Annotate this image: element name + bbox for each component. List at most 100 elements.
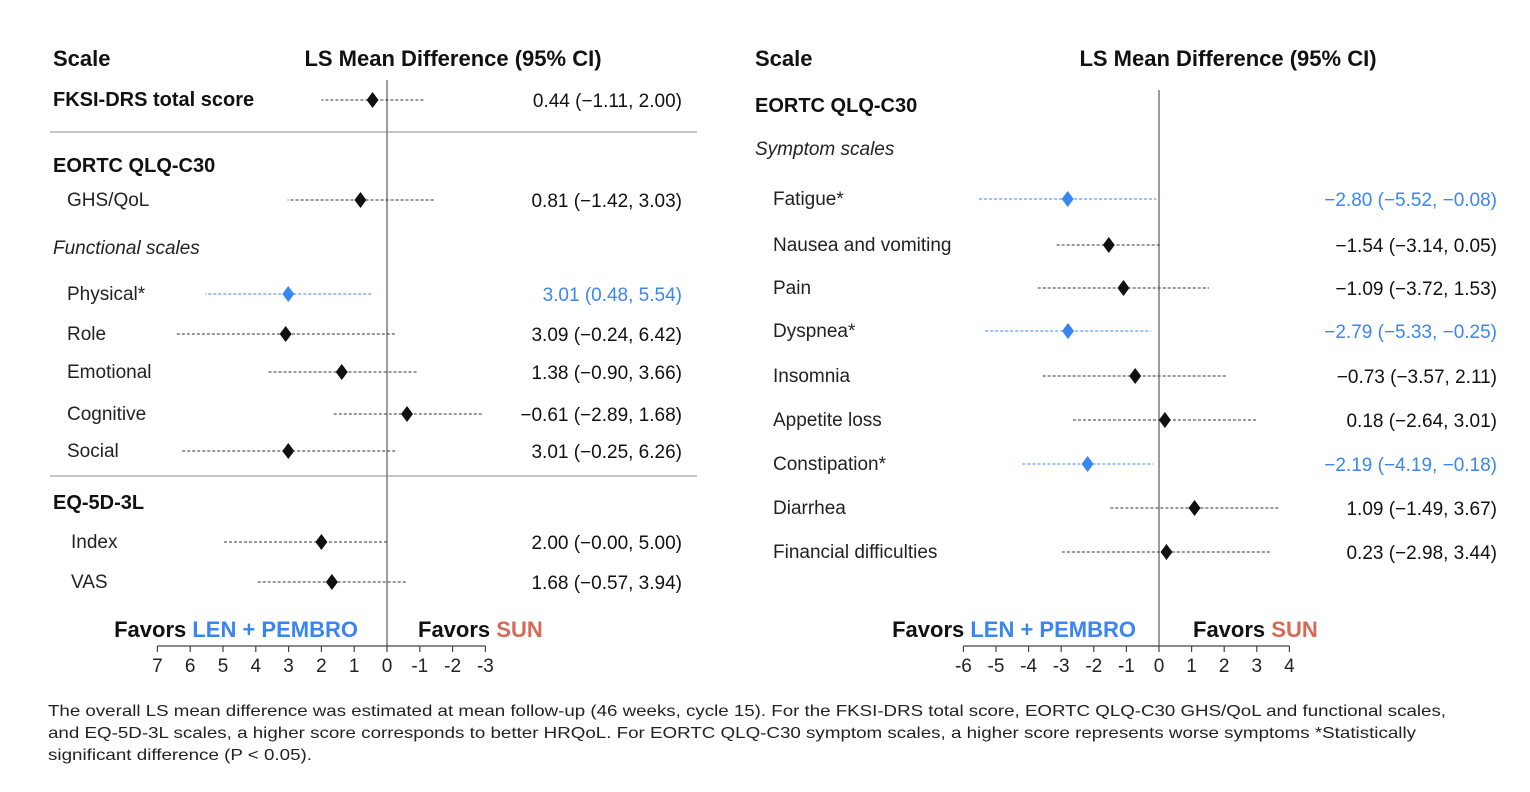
x-axis-tick-label: -5 bbox=[988, 656, 1005, 677]
row-label: Role bbox=[67, 324, 106, 345]
row-label: GHS/QoL bbox=[67, 190, 149, 211]
estimate-value-label: 0.18 (−2.64, 3.01) bbox=[1346, 411, 1497, 432]
row-label: Social bbox=[67, 441, 119, 462]
footnote-line: and EQ-5D-3L scales, a higher score corr… bbox=[48, 725, 1416, 742]
x-axis-tick-label: 0 bbox=[1154, 656, 1165, 677]
estimate-value-label: 3.01 (−0.25, 6.26) bbox=[531, 442, 682, 463]
x-axis-tick-label: 3 bbox=[1252, 656, 1263, 677]
row-label: Insomnia bbox=[773, 366, 851, 387]
favors-group-sun: SUN bbox=[496, 617, 542, 642]
estimate-value-label: −1.09 (−3.72, 1.53) bbox=[1335, 279, 1497, 300]
scale-column-header: Scale bbox=[53, 46, 111, 71]
estimate-value-label: 1.38 (−0.90, 3.66) bbox=[531, 363, 682, 384]
x-axis-tick-label: 5 bbox=[218, 656, 229, 677]
point-estimate-diamond bbox=[1117, 280, 1130, 296]
point-estimate-diamond bbox=[282, 286, 295, 302]
forest-panel-1: Scale LS Mean Difference (95% CI) FKSI-DRS… bbox=[50, 46, 697, 677]
x-axis-tick-label: -3 bbox=[1053, 656, 1070, 677]
forest-panel-2: Scale LS Mean Difference (95% CI) EORTC QL… bbox=[755, 46, 1497, 677]
estimate-value-label: −1.54 (−3.14, 0.05) bbox=[1335, 236, 1497, 257]
estimate-value-label: 0.81 (−1.42, 3.03) bbox=[531, 191, 682, 212]
point-estimate-diamond bbox=[354, 192, 367, 208]
subsection-heading: Functional scales bbox=[53, 238, 200, 259]
favors-prefix: Favors bbox=[114, 617, 192, 642]
point-estimate-diamond bbox=[325, 574, 338, 590]
section-heading: EORTC QLQ-C30 bbox=[755, 95, 917, 117]
favors-sun-label: Favors SUN bbox=[1193, 617, 1318, 642]
favors-group-sun: SUN bbox=[1271, 617, 1317, 642]
estimate-value-label: −2.79 (−5.33, −0.25) bbox=[1324, 322, 1497, 343]
x-axis-tick-label: 1 bbox=[349, 656, 360, 677]
row-label: Pain bbox=[773, 278, 811, 299]
point-estimate-diamond bbox=[401, 406, 414, 422]
point-estimate-diamond bbox=[315, 534, 328, 550]
x-axis-tick-label: 6 bbox=[185, 656, 196, 677]
estimate-column-header: LS Mean Difference (95% CI) bbox=[1079, 46, 1376, 71]
favors-group-len-pembro: LEN + PEMBRO bbox=[970, 617, 1136, 642]
favors-prefix: Favors bbox=[1193, 617, 1271, 642]
point-estimate-diamond bbox=[1081, 456, 1094, 472]
point-estimate-diamond bbox=[282, 443, 295, 459]
estimate-value-label: −2.80 (−5.52, −0.08) bbox=[1324, 190, 1497, 211]
row-label: Financial difficulties bbox=[773, 542, 937, 563]
point-estimate-diamond bbox=[1188, 500, 1201, 516]
section-heading: EQ-5D-3L bbox=[53, 492, 144, 514]
x-axis-tick-label: 2 bbox=[316, 656, 327, 677]
section-heading: EORTC QLQ-C30 bbox=[53, 155, 215, 177]
estimate-value-label: 3.01 (0.48, 5.54) bbox=[543, 285, 682, 306]
favors-len-pembro-label: Favors LEN + PEMBRO bbox=[892, 617, 1136, 642]
x-axis-tick-label: 4 bbox=[1284, 656, 1295, 677]
point-estimate-diamond bbox=[1061, 191, 1074, 207]
row-label: Dyspnea* bbox=[773, 321, 856, 342]
x-axis-tick-label: -4 bbox=[1020, 656, 1037, 677]
estimate-value-label: 0.44 (−1.11, 2.00) bbox=[533, 91, 682, 112]
x-axis-tick-label: -3 bbox=[477, 656, 494, 677]
estimate-value-label: −0.61 (−2.89, 1.68) bbox=[520, 405, 682, 426]
row-label: FKSI-DRS total score bbox=[53, 89, 254, 111]
row-label: Diarrhea bbox=[773, 498, 846, 519]
x-axis-tick-label: 4 bbox=[251, 656, 262, 677]
estimate-value-label: 0.23 (−2.98, 3.44) bbox=[1346, 543, 1497, 564]
x-axis-tick-label: 2 bbox=[1219, 656, 1230, 677]
favors-prefix: Favors bbox=[418, 617, 496, 642]
subsection-heading: Symptom scales bbox=[755, 139, 895, 160]
x-axis-tick-label: 1 bbox=[1186, 656, 1197, 677]
x-axis-tick-label: -2 bbox=[1085, 656, 1102, 677]
scale-column-header: Scale bbox=[755, 46, 813, 71]
favors-prefix: Favors bbox=[892, 617, 970, 642]
row-label: Constipation* bbox=[773, 454, 887, 475]
point-estimate-diamond bbox=[1160, 544, 1173, 560]
row-label: Index bbox=[71, 532, 118, 553]
favors-group-len-pembro: LEN + PEMBRO bbox=[192, 617, 358, 642]
point-estimate-diamond bbox=[1102, 237, 1115, 253]
x-axis-tick-label: -1 bbox=[1118, 656, 1135, 677]
point-estimate-diamond bbox=[366, 92, 379, 108]
x-axis-tick-label: -2 bbox=[444, 656, 461, 677]
point-estimate-diamond bbox=[335, 364, 348, 380]
row-label: Appetite loss bbox=[773, 410, 882, 431]
estimate-value-label: 2.00 (−0.00, 5.00) bbox=[531, 533, 682, 554]
point-estimate-diamond bbox=[1062, 323, 1075, 339]
estimate-value-label: −2.19 (−4.19, −0.18) bbox=[1324, 455, 1497, 476]
estimate-column-header: LS Mean Difference (95% CI) bbox=[304, 46, 601, 71]
point-estimate-diamond bbox=[279, 326, 292, 342]
favors-sun-label: Favors SUN bbox=[418, 617, 543, 642]
row-label: VAS bbox=[71, 572, 108, 593]
x-axis-tick-label: 3 bbox=[283, 656, 294, 677]
footnote-line: The overall LS mean difference was estim… bbox=[48, 703, 1446, 720]
row-label: Physical* bbox=[67, 284, 146, 305]
x-axis-tick-label: 0 bbox=[382, 656, 393, 677]
point-estimate-diamond bbox=[1129, 368, 1142, 384]
x-axis-tick-label: 7 bbox=[152, 656, 163, 677]
estimate-value-label: 1.09 (−1.49, 3.67) bbox=[1346, 499, 1497, 520]
estimate-value-label: 1.68 (−0.57, 3.94) bbox=[531, 573, 682, 594]
row-label: Fatigue* bbox=[773, 189, 844, 210]
row-label: Cognitive bbox=[67, 404, 146, 425]
x-axis-tick-label: -6 bbox=[955, 656, 972, 677]
row-label: Emotional bbox=[67, 362, 152, 383]
footnote-line: significant difference (P < 0.05). bbox=[48, 747, 312, 764]
estimate-value-label: 3.09 (−0.24, 6.42) bbox=[531, 325, 682, 346]
row-label: Nausea and vomiting bbox=[773, 235, 952, 256]
estimate-value-label: −0.73 (−3.57, 2.11) bbox=[1337, 367, 1497, 388]
